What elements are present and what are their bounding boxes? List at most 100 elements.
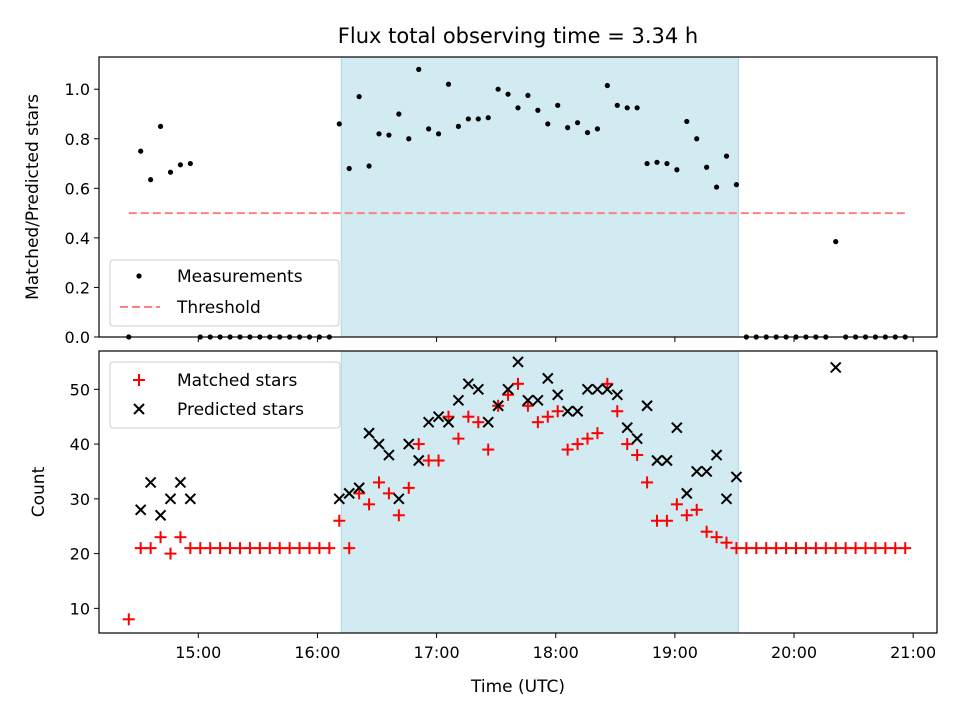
measurement-point: [505, 91, 511, 97]
observing-window-shade: [340, 56, 739, 338]
predicted-star-marker: [561, 405, 574, 417]
predicted-star-marker: [532, 394, 544, 406]
predicted-star-marker: [512, 356, 524, 368]
measurement-point: [684, 118, 690, 125]
matched-star-marker: [333, 514, 346, 527]
top-y-tick-label: 0.0: [65, 328, 90, 347]
measurement-point: [604, 82, 610, 89]
top-y-tick-label: 0.2: [65, 278, 90, 297]
x-tick-label: 16:00: [294, 643, 340, 662]
matched-star-marker: [700, 525, 713, 538]
matched-star-marker: [174, 531, 187, 544]
matched-star-marker: [323, 542, 336, 555]
predicted-star-marker: [174, 476, 187, 489]
legend-matched-marker: [133, 374, 145, 386]
measurement-point: [704, 164, 710, 170]
top-y-tick-label: 0.4: [65, 229, 90, 248]
predicted-star-marker: [611, 389, 623, 401]
measurement-point: [614, 102, 620, 108]
measurement-point: [426, 126, 432, 132]
matched-star-marker: [561, 443, 574, 456]
predicted-star-marker: [353, 482, 365, 494]
measurement-point: [485, 115, 491, 121]
measurement-point: [833, 239, 839, 245]
legend-matched-label: Matched stars: [177, 371, 297, 391]
measurement-point: [475, 116, 481, 122]
bottom-axes-frame: [98, 350, 938, 634]
predicted-star-marker: [462, 378, 475, 390]
measurement-point: [495, 86, 501, 92]
measurement-point: [634, 105, 640, 111]
measurement-point: [396, 111, 402, 117]
predicted-star-marker: [363, 427, 375, 439]
x-axis-label: Time (UTC): [470, 677, 565, 697]
ratio-panel: 0.0 0.2 0.4 0.6 0.8 1.0 Matched/Predicted sta…: [23, 56, 938, 347]
measurement-point: [584, 129, 591, 136]
matched-star-marker: [720, 536, 733, 549]
measurement-point: [138, 148, 144, 154]
predicted-star-marker: [333, 493, 345, 505]
matched-star-marker: [343, 542, 356, 555]
predicted-star-marker: [393, 493, 405, 505]
predicted-star-marker: [492, 400, 504, 412]
matched-star-marker: [611, 405, 624, 418]
measurement-point: [435, 131, 442, 137]
matched-star-marker: [601, 377, 614, 390]
predicted-star-marker: [591, 383, 604, 396]
top-legend: Measurements Threshold: [109, 259, 340, 327]
predicted-star-marker: [651, 454, 663, 467]
predicted-star-marker: [581, 383, 594, 396]
measurement-point: [455, 123, 462, 129]
top-y-axis-label: Matched/Predicted stars: [23, 94, 43, 300]
predicted-star-marker: [413, 454, 425, 467]
legend-predicted-marker: [133, 403, 145, 415]
measurement-point: [565, 125, 571, 131]
measurement-point: [664, 160, 670, 167]
measurement-point: [674, 167, 680, 173]
legend-measurements-label: Measurements: [177, 267, 303, 287]
matched-star-marker: [392, 509, 405, 522]
bottom-y-tick-label: 30: [70, 490, 90, 509]
measurement-point: [157, 123, 164, 129]
measurement-point: [346, 165, 352, 172]
measurement-point: [644, 160, 650, 167]
measurement-point: [386, 132, 392, 138]
matched-star-marker: [372, 476, 385, 489]
matched-star-marker: [512, 377, 524, 390]
matched-star-marker: [482, 443, 495, 456]
x-tick-label: 15:00: [175, 643, 221, 662]
predicted-star-marker: [621, 421, 633, 434]
matched-star-marker: [521, 399, 534, 412]
bottom-y-tick-label: 20: [70, 545, 90, 564]
predicted-star-marker: [144, 476, 157, 489]
matched-star-marker: [631, 449, 644, 462]
predicted-star-marker: [184, 493, 197, 505]
matched-star-marker: [660, 514, 673, 527]
predicted-stars-points: [134, 356, 842, 521]
measurement-point: [525, 92, 531, 99]
top-y-tick-label: 0.8: [65, 130, 90, 149]
predicted-star-marker: [343, 487, 355, 500]
predicted-star-marker: [452, 394, 465, 406]
measurement-point: [148, 177, 154, 183]
predicted-star-marker: [522, 394, 534, 406]
x-tick-label: 19:00: [652, 643, 698, 662]
matched-star-marker: [581, 432, 594, 445]
matched-stars-points: [122, 377, 912, 626]
bottom-legend: Matched stars Predicted stars: [109, 361, 341, 429]
matched-star-marker: [690, 503, 703, 516]
matched-star-marker: [122, 613, 135, 626]
bottom-y-axis-label: Count: [29, 466, 49, 517]
predicted-star-marker: [691, 465, 703, 478]
predicted-star-marker: [681, 487, 693, 500]
matched-star-marker: [571, 438, 584, 451]
measurement-point: [406, 136, 412, 142]
predicted-star-marker: [671, 421, 683, 434]
predicted-star-marker: [432, 411, 445, 423]
predicted-star-marker: [164, 493, 177, 505]
bottom-y-ticks: 10 20 30 40 50: [70, 380, 99, 618]
predicted-star-marker: [571, 405, 584, 417]
matched-star-marker: [432, 454, 445, 467]
measurement-point: [187, 160, 193, 167]
